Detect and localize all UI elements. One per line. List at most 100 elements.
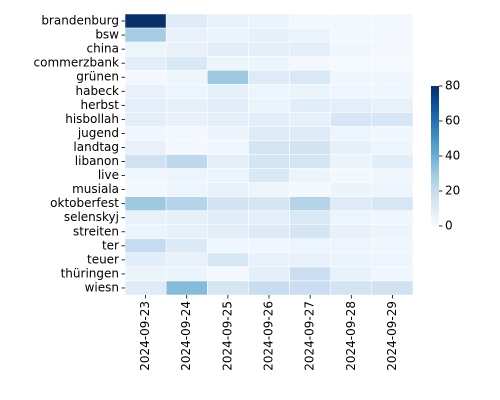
heatmap-cell — [165, 126, 208, 141]
heatmap-cell — [371, 224, 414, 240]
y-tick-label: live — [98, 168, 119, 182]
heatmap-cell — [207, 238, 249, 254]
heatmap-cell — [165, 27, 208, 43]
heatmap-cell — [371, 168, 414, 183]
y-tick-label: teuer — [87, 252, 119, 266]
heatmap-cell — [330, 27, 373, 43]
heatmap-cell — [124, 84, 167, 99]
heatmap-cell — [330, 210, 373, 225]
y-tick-label: habeck — [75, 84, 119, 98]
heatmap-cell — [289, 140, 331, 155]
heatmap-cell — [371, 266, 414, 282]
heatmap-cell — [124, 154, 167, 169]
heatmap-cell — [330, 168, 373, 183]
heatmap-cell — [289, 210, 331, 225]
heatmap-cell — [165, 98, 208, 113]
heatmap-cell — [248, 112, 290, 127]
heatmap-cell — [165, 154, 208, 169]
heatmap-cell — [124, 210, 167, 225]
heatmap-cell — [248, 55, 290, 71]
heatmap-cell — [330, 112, 373, 127]
heatmap-cell — [207, 27, 249, 43]
heatmap-cell — [289, 69, 331, 85]
heatmap-cell — [289, 196, 331, 211]
heatmap-cell — [207, 182, 249, 197]
heatmap-cell — [124, 41, 167, 57]
heatmap-cell — [289, 126, 331, 141]
heatmap-cell — [330, 126, 373, 141]
heatmap-cell — [330, 41, 373, 57]
heatmap-cell — [371, 126, 414, 141]
y-tick-label: jugend — [77, 126, 119, 140]
heatmap-cell — [124, 13, 167, 29]
y-tick-label: landtag — [73, 140, 119, 154]
heatmap-cell — [165, 280, 208, 296]
x-tick-label: 2024-09-23 — [138, 301, 152, 371]
y-tick-label: china — [87, 42, 120, 56]
heatmap-cell — [330, 266, 373, 282]
heatmap-cell — [289, 41, 331, 57]
heatmap-cell — [165, 224, 208, 240]
heatmap-cell — [371, 140, 414, 155]
heatmap-cell — [124, 252, 167, 268]
heatmap-cell — [371, 84, 414, 99]
heatmap-cell — [289, 98, 331, 113]
heatmap-cell — [371, 154, 414, 169]
y-tick-label: libanon — [75, 154, 119, 168]
heatmap-cell — [371, 112, 414, 127]
y-tick-label: streiten — [73, 224, 119, 238]
heatmap-cell — [165, 266, 208, 282]
heatmap-cell — [124, 168, 167, 183]
heatmap-cell — [289, 252, 331, 268]
y-tick-label: commerzbank — [34, 56, 120, 70]
y-tick-label: herbst — [81, 98, 120, 112]
x-tick-label: 2024-09-28 — [344, 301, 358, 371]
heatmap-cell — [371, 252, 414, 268]
heatmap-cell — [207, 168, 249, 183]
heatmap-cell — [165, 196, 208, 211]
heatmap-cell — [289, 27, 331, 43]
heatmap-cell — [248, 266, 290, 282]
heatmap-cell — [207, 224, 249, 240]
heatmap-cell — [165, 252, 208, 268]
heatmap-cell — [289, 154, 331, 169]
heatmap-cell — [207, 69, 249, 85]
heatmap-cell — [371, 280, 414, 296]
heatmap-cell — [371, 41, 414, 57]
heatmap-cell — [207, 98, 249, 113]
heatmap-cell — [248, 252, 290, 268]
heatmap-cell — [330, 238, 373, 254]
colorbar-tick-label: 0 — [445, 219, 453, 233]
heatmap-cell — [207, 196, 249, 211]
heatmap-cell — [248, 196, 290, 211]
heatmap-cell — [207, 252, 249, 268]
x-tick-label: 2024-09-25 — [220, 301, 234, 371]
y-tick-label: thüringen — [61, 266, 119, 280]
heatmap-cell — [124, 55, 167, 71]
heatmap-cell — [124, 69, 167, 85]
heatmap-cell — [165, 112, 208, 127]
heatmap-cell — [330, 252, 373, 268]
heatmap-cell — [330, 154, 373, 169]
heatmap-cell — [124, 112, 167, 127]
y-tick-label: ter — [102, 238, 119, 252]
heatmap-cell — [124, 266, 167, 282]
y-tick-label: selenskyj — [64, 210, 119, 224]
heatmap-cell — [207, 210, 249, 225]
heatmap-cell — [330, 196, 373, 211]
y-tick-label: musiala — [72, 182, 119, 196]
heatmap-cell — [124, 126, 167, 141]
heatmap-cell — [248, 140, 290, 155]
heatmap-cell — [207, 140, 249, 155]
colorbar-tick-label: 40 — [445, 149, 460, 163]
heatmap-cell — [165, 238, 208, 254]
heatmap-cell — [330, 84, 373, 99]
heatmap-cell — [248, 13, 290, 29]
x-tick-label: 2024-09-24 — [179, 301, 193, 371]
heatmap-cell — [248, 69, 290, 85]
heatmap-cell — [124, 27, 167, 43]
heatmap-cell — [248, 210, 290, 225]
y-tick-label: wiesn — [85, 280, 119, 294]
heatmap-cell — [124, 140, 167, 155]
heatmap-cell — [371, 196, 414, 211]
